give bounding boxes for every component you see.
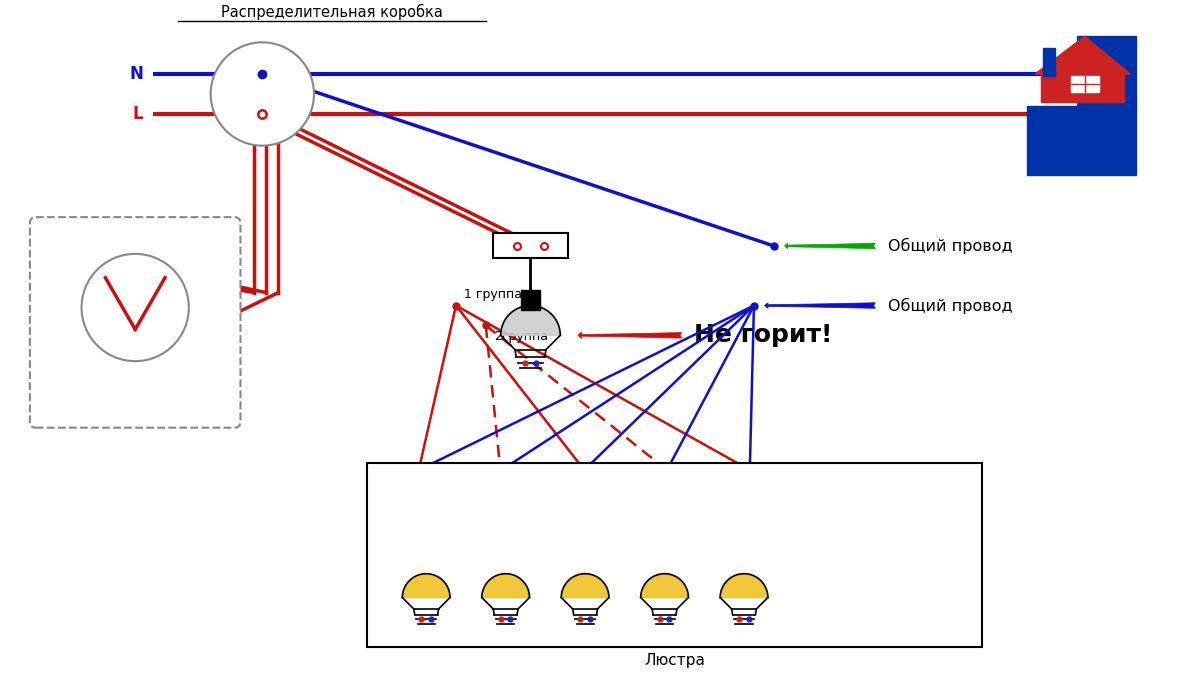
Text: Распределительная коробка: Распределительная коробка <box>221 3 443 20</box>
Polygon shape <box>1043 49 1055 76</box>
Circle shape <box>82 254 188 361</box>
Text: L: L <box>132 105 143 123</box>
Polygon shape <box>721 574 767 597</box>
Polygon shape <box>562 574 608 597</box>
Text: Люстра: Люстра <box>644 653 704 668</box>
Polygon shape <box>521 290 540 310</box>
FancyBboxPatch shape <box>30 217 240 428</box>
Text: 2группа: 2группа <box>493 330 547 344</box>
Polygon shape <box>1036 36 1130 74</box>
Polygon shape <box>482 574 529 597</box>
Text: N: N <box>130 65 143 83</box>
Text: 1 группа: 1 группа <box>464 288 522 300</box>
Polygon shape <box>642 574 688 597</box>
Polygon shape <box>1070 76 1098 92</box>
Text: Двойной выключатель: Двойной выключатель <box>65 402 206 415</box>
Bar <box>493 233 569 258</box>
Polygon shape <box>1040 74 1124 102</box>
Text: Не горит!: Не горит! <box>695 323 833 348</box>
Circle shape <box>211 43 314 146</box>
Text: ДР: ДР <box>1092 151 1121 169</box>
Text: Общий провод: Общий провод <box>888 298 1013 314</box>
Text: Общий провод: Общий провод <box>888 238 1013 254</box>
Polygon shape <box>403 574 449 597</box>
Bar <box>367 464 983 647</box>
Polygon shape <box>1027 36 1136 176</box>
Polygon shape <box>502 306 559 335</box>
